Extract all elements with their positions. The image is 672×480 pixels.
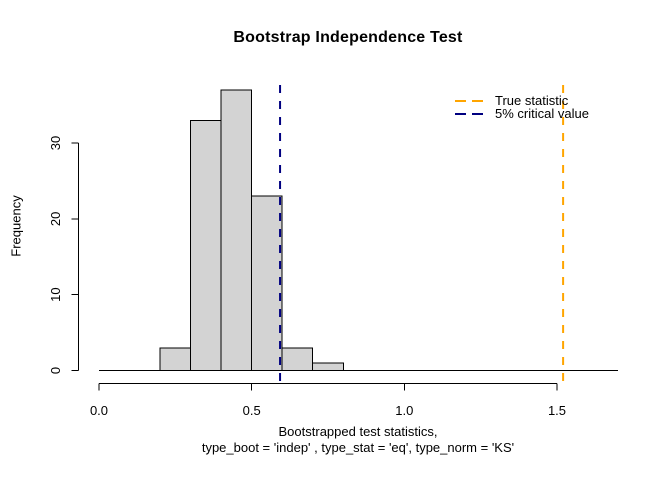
legend-item-critical-value: 5% critical value xyxy=(455,107,589,120)
x-tick-label: 1.0 xyxy=(395,403,413,418)
legend-item-true-statistic: True statistic xyxy=(455,94,589,107)
critical-value-line-swatch xyxy=(455,112,484,115)
histogram-bar xyxy=(159,347,192,372)
x-tick-label: 0.0 xyxy=(90,403,108,418)
y-axis-label: Frequency xyxy=(8,195,24,257)
histogram-bar xyxy=(312,362,344,371)
legend-label: 5% critical value xyxy=(495,106,589,121)
histogram-bar xyxy=(220,89,253,372)
y-tick-label: 10 xyxy=(48,287,63,301)
legend: True statistic 5% critical value xyxy=(455,94,589,120)
y-tick-label: 0 xyxy=(48,367,63,374)
x-axis-label-line2: type_boot = 'indep' , type_stat = 'eq', … xyxy=(201,440,515,455)
legend-label: True statistic xyxy=(495,93,569,108)
x-tick-label: 1.5 xyxy=(548,403,566,418)
true-statistic-line-swatch xyxy=(455,99,484,102)
y-tick-label: 30 xyxy=(48,136,63,150)
histogram-bar xyxy=(281,347,314,372)
x-tick-label: 0.5 xyxy=(243,403,261,418)
chart-title: Bootstrap Independence Test xyxy=(233,29,463,46)
histogram-bar xyxy=(251,195,283,371)
y-tick-label: 20 xyxy=(48,212,63,226)
x-axis-label-line1: Bootstrapped test statistics, xyxy=(278,424,438,439)
histogram-bar xyxy=(190,119,222,371)
